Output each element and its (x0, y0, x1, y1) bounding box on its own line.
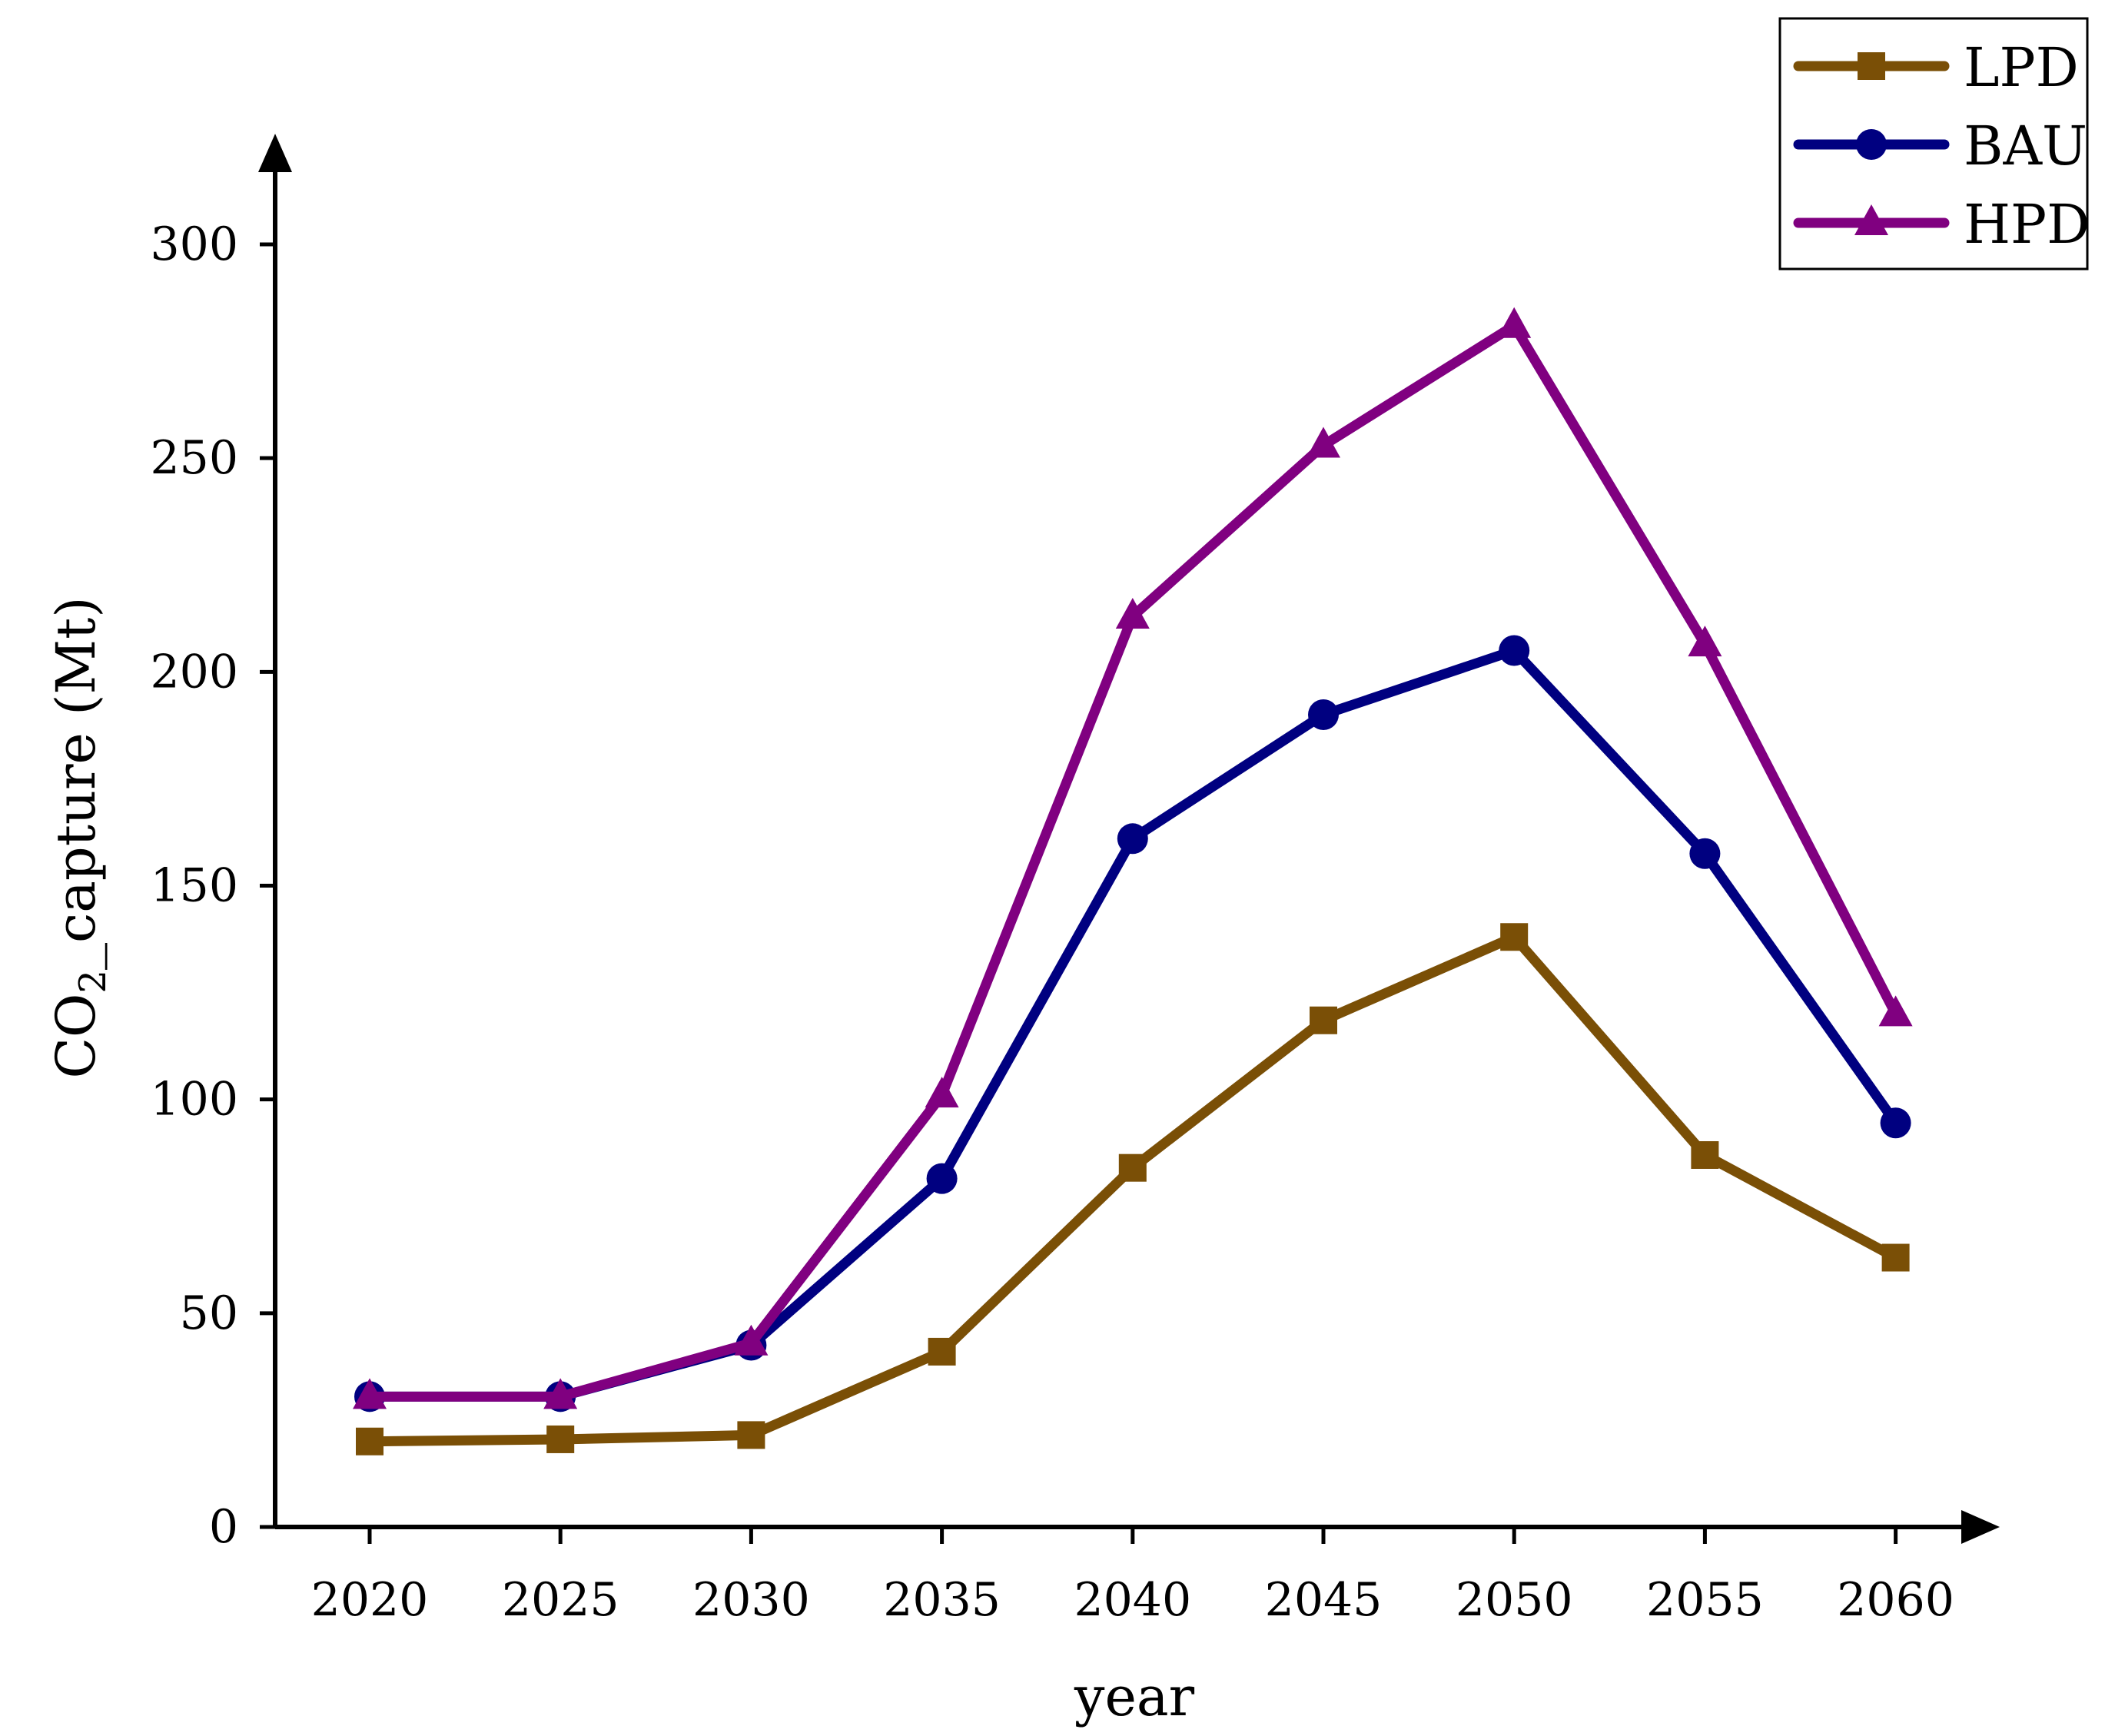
series-hpd-point (1878, 995, 1913, 1027)
x-axis-arrow (1961, 1510, 2000, 1544)
series-lpd-point (1691, 1140, 1719, 1169)
series-layer (353, 307, 1913, 1456)
series-bau-point (1308, 699, 1339, 730)
y-tick-label: 250 (150, 431, 238, 485)
series-bau-line (364, 646, 1901, 1402)
series-lpd-point (356, 1427, 383, 1456)
series-bau-point (1880, 1107, 1911, 1139)
series-bau (354, 635, 1911, 1412)
legend-label-hpd: HPD (1964, 193, 2090, 256)
y-tick-label: 100 (150, 1073, 238, 1127)
legend-item-lpd: LPD (1793, 36, 2079, 99)
series-hpd-point (1497, 307, 1532, 338)
series-hpd-point (1306, 427, 1340, 458)
series-hpd-point (734, 1324, 769, 1356)
x-tick-label: 2040 (1074, 1573, 1191, 1627)
series-hpd-point (1688, 626, 1722, 657)
x-tick-label: 2025 (502, 1573, 619, 1627)
series-lpd-point (546, 1425, 575, 1453)
x-tick-label: 2030 (692, 1573, 810, 1627)
series-bau-point (1117, 823, 1148, 855)
legend-item-hpd: HPD (1793, 193, 2090, 256)
series-bau-point (926, 1163, 958, 1194)
series-hpd-point (925, 1077, 959, 1108)
y-tick-label: 200 (150, 645, 238, 699)
series-lpd-point (1310, 1006, 1337, 1034)
legend-marker-lpd (1858, 52, 1885, 80)
x-tick-label: 2055 (1646, 1573, 1764, 1627)
series-lpd-point (1881, 1243, 1910, 1272)
y-axis-title-prefix: CO (45, 994, 108, 1079)
series-hpd-point (1115, 598, 1150, 629)
series-lpd-line (364, 931, 1901, 1447)
series-hpd (353, 307, 1913, 1409)
x-tick-label: 2020 (311, 1573, 429, 1627)
series-hpd-point (353, 1378, 387, 1409)
series-hpd-line (364, 320, 1901, 1402)
legend-label-lpd: LPD (1964, 36, 2079, 99)
series-bau-point (1689, 838, 1721, 869)
series-lpd-point (928, 1337, 956, 1366)
legend-marker-hpd (1854, 204, 1888, 235)
y-axis-title-subscript: 2 (71, 970, 115, 994)
x-axis-title: year (1074, 1665, 1195, 1728)
y-axis-title-suffix: _capture (Mt) (45, 596, 108, 970)
x-tick-label: 2045 (1265, 1573, 1383, 1627)
legend-label-bau: BAU (1964, 115, 2087, 178)
x-tick-label: 2050 (1456, 1573, 1573, 1627)
y-tick-label: 300 (150, 217, 238, 271)
series-lpd-point (737, 1421, 765, 1449)
series-hpd-point (543, 1378, 578, 1409)
x-axis-ticks: 2020 2025 2030 2035 2040 2045 2050 2055 2060 (311, 1527, 1954, 1627)
series-lpd-point (1500, 923, 1529, 951)
x-tick-label: 2060 (1837, 1573, 1954, 1627)
y-tick-label: 150 (150, 859, 238, 913)
series-bau-point (1499, 635, 1530, 666)
y-axis-arrow (258, 134, 292, 172)
legend-item-bau: BAU (1793, 115, 2087, 178)
x-tick-label: 2035 (883, 1573, 1001, 1627)
y-axis-ticks: 0 50 100 150 200 250 300 (150, 217, 275, 1554)
legend-marker-bau (1856, 129, 1887, 160)
series-lpd-point (1118, 1153, 1147, 1182)
series-lpd (356, 923, 1910, 1456)
y-tick-label: 0 (209, 1500, 238, 1554)
legend: LPD BAU HPD (1778, 17, 2090, 271)
y-axis-title: CO2_capture (Mt) (45, 596, 115, 1078)
y-tick-label: 50 (180, 1286, 238, 1340)
